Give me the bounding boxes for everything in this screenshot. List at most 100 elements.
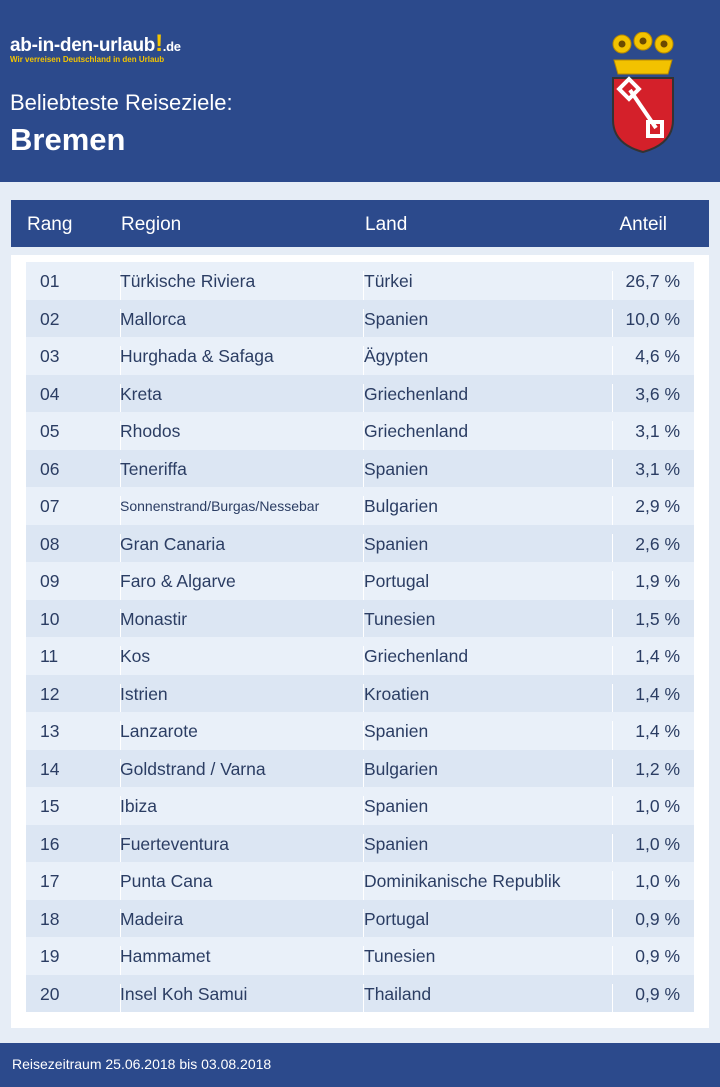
separator xyxy=(363,383,364,421)
cell: 2,9 % xyxy=(635,496,680,516)
cell: Kroatien xyxy=(364,683,430,704)
cell: Monastir xyxy=(120,608,188,629)
cell: 02 xyxy=(40,308,60,329)
cell: 26,7 % xyxy=(625,271,680,291)
table-row: 06 Teneriffa Spanien 3,1 % xyxy=(26,449,694,496)
separator xyxy=(120,608,121,646)
separator xyxy=(612,383,613,421)
separator xyxy=(363,271,364,309)
separator xyxy=(612,533,613,571)
separator xyxy=(120,308,121,346)
subtitle: Beliebteste Reiseziele: xyxy=(10,90,233,115)
separator xyxy=(363,946,364,984)
cell: Dominikanische Republik xyxy=(364,871,561,891)
cell: Istrien xyxy=(120,683,168,704)
cell: Faro & Algarve xyxy=(120,571,236,591)
separator xyxy=(612,683,613,721)
cell: 1,0 % xyxy=(635,796,680,816)
separator xyxy=(612,721,613,759)
cell: 19 xyxy=(40,946,60,966)
column-header: Region xyxy=(121,214,182,235)
cell: Spanien xyxy=(364,533,429,554)
separator xyxy=(612,946,613,984)
separator xyxy=(120,796,121,834)
cell: Madeira xyxy=(120,908,184,929)
cell: 3,1 % xyxy=(635,421,680,441)
separator xyxy=(363,721,364,759)
table-body: 01 Türkische Riviera Türkei 26,7 % 02 Mallorc… xyxy=(11,255,709,1028)
cell: 10,0 % xyxy=(625,308,680,329)
separator xyxy=(363,796,364,834)
separator xyxy=(120,871,121,909)
cell: Hurghada & Safaga xyxy=(120,346,274,366)
cell: Lanzarote xyxy=(120,721,198,741)
table-row: 03 Hurghada & Safaga Ägypten 4,6 % xyxy=(26,337,694,384)
table-row: 16 Fuerteventura Spanien 1,0 % xyxy=(26,824,694,871)
cell: Portugal xyxy=(364,908,430,929)
cell: 11 xyxy=(40,646,59,666)
cell: 06 xyxy=(40,458,60,479)
cell: Spanien xyxy=(364,721,429,741)
cell: Fuerteventura xyxy=(120,833,229,854)
table-row: 04 Kreta Griechenland 3,6 % xyxy=(26,374,694,421)
cell: Hammamet xyxy=(120,946,211,966)
separator xyxy=(120,946,121,984)
cell: 4,6 % xyxy=(635,346,680,366)
cell: Kreta xyxy=(120,383,162,404)
separator xyxy=(363,646,364,684)
cell: Spanien xyxy=(364,308,429,329)
cell: Bulgarien xyxy=(364,758,438,779)
separator xyxy=(612,458,613,496)
table-row: 02 Mallorca Spanien 10,0 % xyxy=(26,299,694,346)
cell: Bulgarien xyxy=(364,496,438,516)
cell: Spanien xyxy=(364,458,429,479)
separator xyxy=(612,833,613,871)
cell: Tunesien xyxy=(364,608,436,629)
table-row: 09 Faro & Algarve Portugal 1,9 % xyxy=(26,562,694,609)
cell: 0,9 % xyxy=(635,946,680,966)
cell: 3,1 % xyxy=(635,458,680,479)
cell: Ibiza xyxy=(120,796,157,816)
cell: Thailand xyxy=(364,983,432,1004)
separator xyxy=(363,871,364,909)
separator xyxy=(363,496,364,534)
separator xyxy=(363,608,364,646)
separator xyxy=(612,908,613,946)
table-row: 10 Monastir Tunesien 1,5 % xyxy=(26,599,694,646)
cell: 10 xyxy=(40,608,60,629)
cell: Ägypten xyxy=(364,346,429,366)
cell: Tunesien xyxy=(364,946,436,966)
cell: 07 xyxy=(40,496,60,516)
cell: 1,4 % xyxy=(635,683,680,704)
separator xyxy=(120,271,121,309)
cell: Kos xyxy=(120,646,151,666)
cell: 08 xyxy=(40,533,60,554)
cell: Goldstrand / Varna xyxy=(120,758,266,779)
cell: 18 xyxy=(40,908,60,929)
separator xyxy=(120,533,121,571)
column-header: Land xyxy=(365,214,408,235)
separator xyxy=(120,421,121,459)
logo-tagline: Wir verreisen Deutschland in den Urlaub xyxy=(10,55,165,64)
separator xyxy=(120,721,121,759)
footer: Reisezeitraum 25.06.2018 bis 03.08.2018 xyxy=(0,1043,720,1087)
cell: 16 xyxy=(40,833,60,854)
separator xyxy=(120,496,121,534)
cell: Türkische Riviera xyxy=(120,271,256,291)
separator xyxy=(120,458,121,496)
separator xyxy=(612,421,613,459)
table-row: 08 Gran Canaria Spanien 2,6 % xyxy=(26,524,694,571)
separator xyxy=(120,383,121,421)
separator xyxy=(612,871,613,909)
cell: Griechenland xyxy=(364,383,469,404)
separator xyxy=(363,533,364,571)
cell: 17 xyxy=(40,871,60,891)
cell: 09 xyxy=(40,571,60,591)
separator xyxy=(363,458,364,496)
cell: 13 xyxy=(40,721,60,741)
separator xyxy=(363,758,364,796)
logo-name: ab-in-den-urlaub xyxy=(10,35,156,56)
cell: 12 xyxy=(40,683,60,704)
separator xyxy=(612,271,613,309)
